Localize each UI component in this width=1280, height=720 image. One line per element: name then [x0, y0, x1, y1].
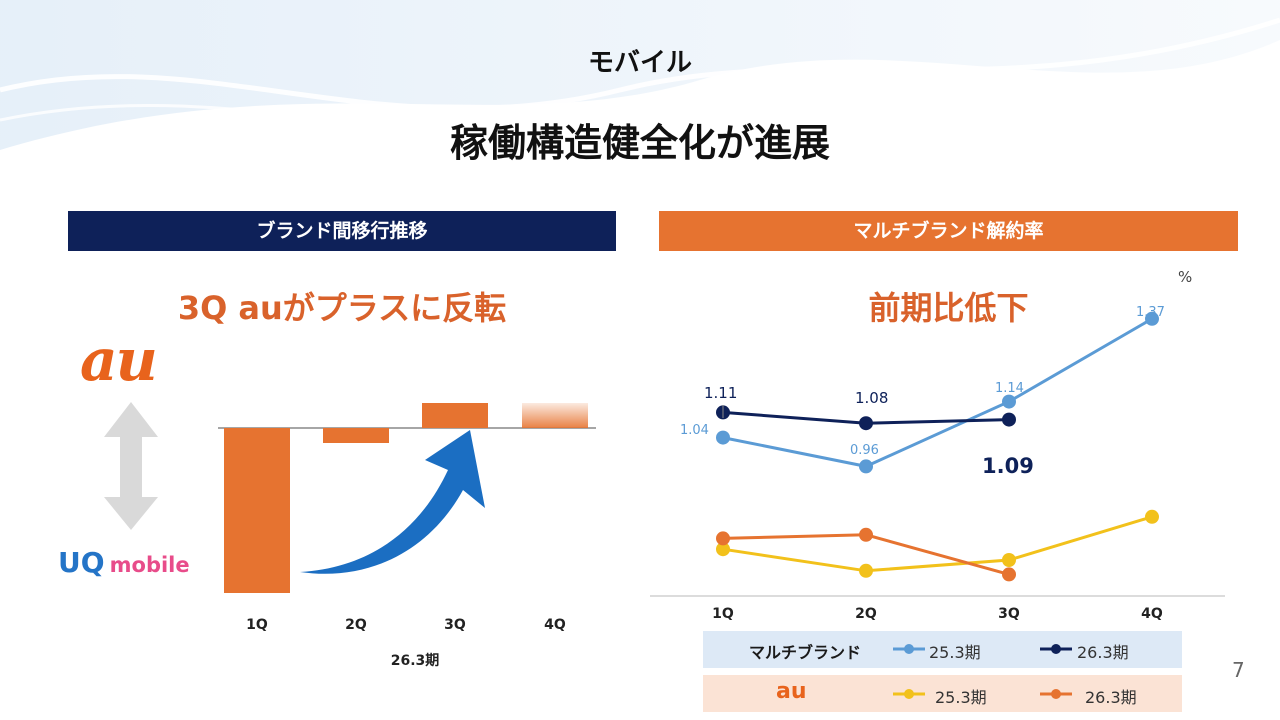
- legend-au-label: au: [776, 679, 807, 704]
- series-3-point-1Q: [716, 531, 730, 546]
- bar-1Q: [224, 428, 290, 593]
- series-2-point-1Q: [716, 542, 730, 557]
- section-label: モバイル: [587, 48, 692, 78]
- series-2-point-2Q: [859, 563, 873, 578]
- bar-tick-2Q: 2Q: [345, 617, 367, 633]
- bar-4Q: [522, 403, 588, 428]
- uq-mobile-logo: UQ mobile: [58, 546, 218, 586]
- series-0-point-2Q: [859, 459, 873, 474]
- label-multi-prev-1Q: 1.04: [680, 423, 709, 438]
- line-tick-4Q: 4Q: [1141, 606, 1163, 622]
- left-panel-subtitle: 3Q auがプラスに反転: [177, 289, 507, 327]
- bar-tick-1Q: 1Q: [246, 617, 268, 633]
- legend-multi-prev-label: 25.3期: [929, 643, 981, 662]
- legend-multi-prev-swatch: [893, 644, 925, 654]
- bar-2Q: [323, 428, 389, 443]
- series-line-2: [722, 515, 1153, 573]
- page-title: 稼働構造健全化が進展: [449, 121, 830, 165]
- mobile-logo-text: mobile: [109, 553, 190, 577]
- legend-au-curr-swatch: [1040, 689, 1072, 699]
- series-0-point-3Q: [1002, 394, 1016, 409]
- series-1-point-3Q: [1002, 412, 1016, 427]
- line-tick-2Q: 2Q: [855, 606, 877, 622]
- legend-au-curr-label: 26.3期: [1085, 688, 1137, 707]
- bar-chart-xlabel: 26.3期: [390, 653, 440, 669]
- series-2-point-3Q: [1002, 553, 1016, 567]
- series-0-point-1Q: [716, 430, 730, 445]
- line-tick-3Q: 3Q: [998, 606, 1020, 622]
- label-multi-prev-4Q: 1.37: [1136, 305, 1165, 320]
- line-tick-1Q: 1Q: [712, 606, 734, 622]
- legend-multi-curr-label: 26.3期: [1077, 643, 1129, 662]
- page-number: 7: [1232, 658, 1245, 682]
- bar-tick-3Q: 3Q: [444, 617, 466, 633]
- right-panel-subtitle: 前期比低下: [868, 289, 1029, 327]
- label-multi-curr-2Q: 1.08: [855, 389, 889, 407]
- series-0-point-4Q: [1145, 311, 1159, 326]
- legend-au-prev-label: 25.3期: [935, 688, 987, 707]
- legend-multi-row: マルチブランド 25.3期 26.3期: [703, 631, 1182, 668]
- series-2-point-4Q: [1145, 509, 1159, 524]
- label-multi-curr-3Q: 1.09: [982, 454, 1034, 478]
- series-1-point-2Q: [859, 416, 873, 431]
- background-waves: [0, 0, 1280, 150]
- upward-arrow-icon: [300, 430, 485, 574]
- label-multi-prev-2Q: 0.96: [850, 443, 879, 458]
- double-arrow-icon: [104, 402, 158, 530]
- right-panel-header: マルチブランド解約率: [659, 211, 1238, 251]
- legend-multi-label: マルチブランド: [749, 643, 862, 662]
- series-3-point-3Q: [1002, 567, 1016, 582]
- legend-au-prev-swatch: [893, 689, 925, 699]
- series-3-point-2Q: [859, 527, 873, 542]
- bar-tick-4Q: 4Q: [544, 617, 566, 633]
- unit-label: %: [1178, 268, 1193, 286]
- label-multi-prev-3Q: 1.14: [995, 381, 1024, 396]
- au-logo: au: [80, 326, 158, 394]
- series-line-0: [722, 317, 1153, 468]
- bar-3Q: [422, 403, 488, 428]
- legend-au-row: au 25.3期 26.3期: [703, 675, 1182, 712]
- migration-bar-chart: [104, 402, 596, 593]
- left-panel-header: ブランド間移行推移: [68, 211, 616, 251]
- uq-logo-text: UQ: [58, 546, 105, 579]
- label-multi-curr-1Q: 1.11: [704, 384, 738, 402]
- legend-multi-curr-swatch: [1040, 644, 1072, 654]
